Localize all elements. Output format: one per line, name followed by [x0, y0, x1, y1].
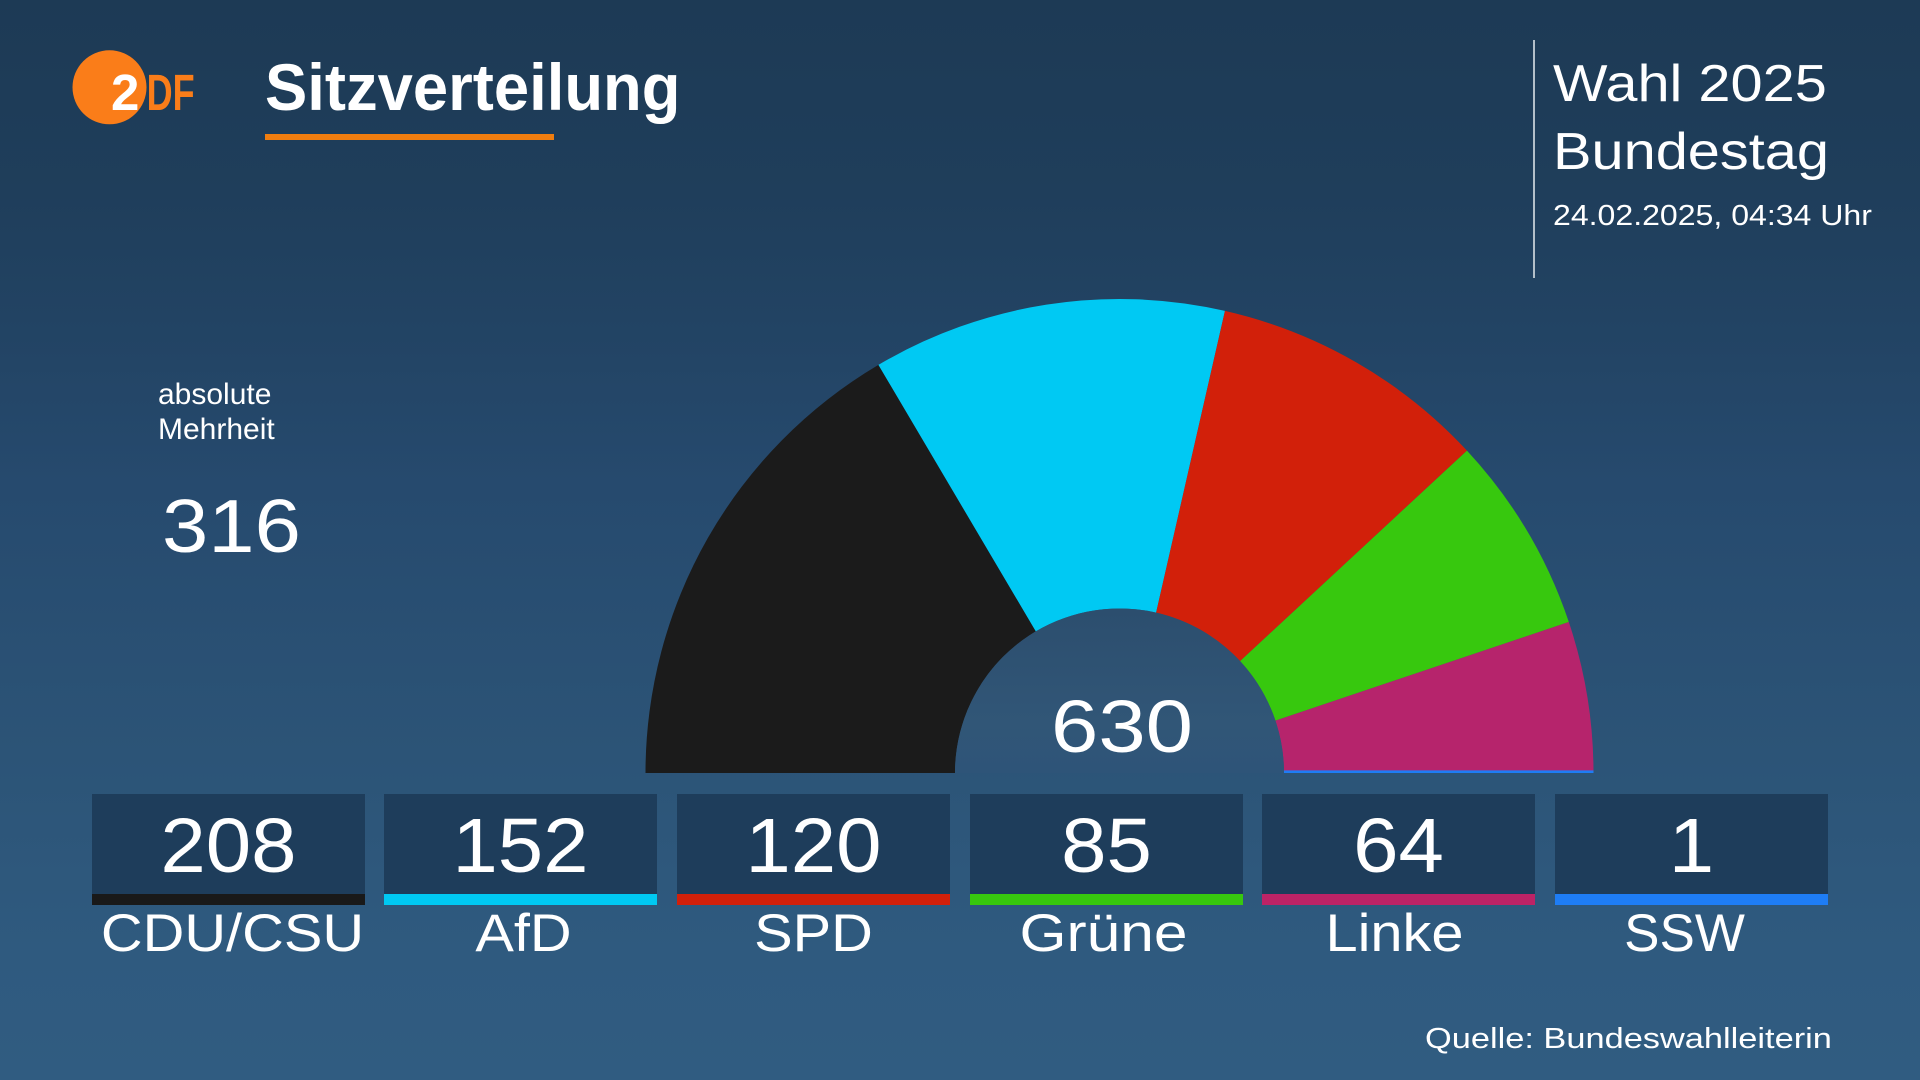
svg-text:DF: DF	[147, 64, 195, 121]
svg-text:2: 2	[111, 64, 139, 121]
